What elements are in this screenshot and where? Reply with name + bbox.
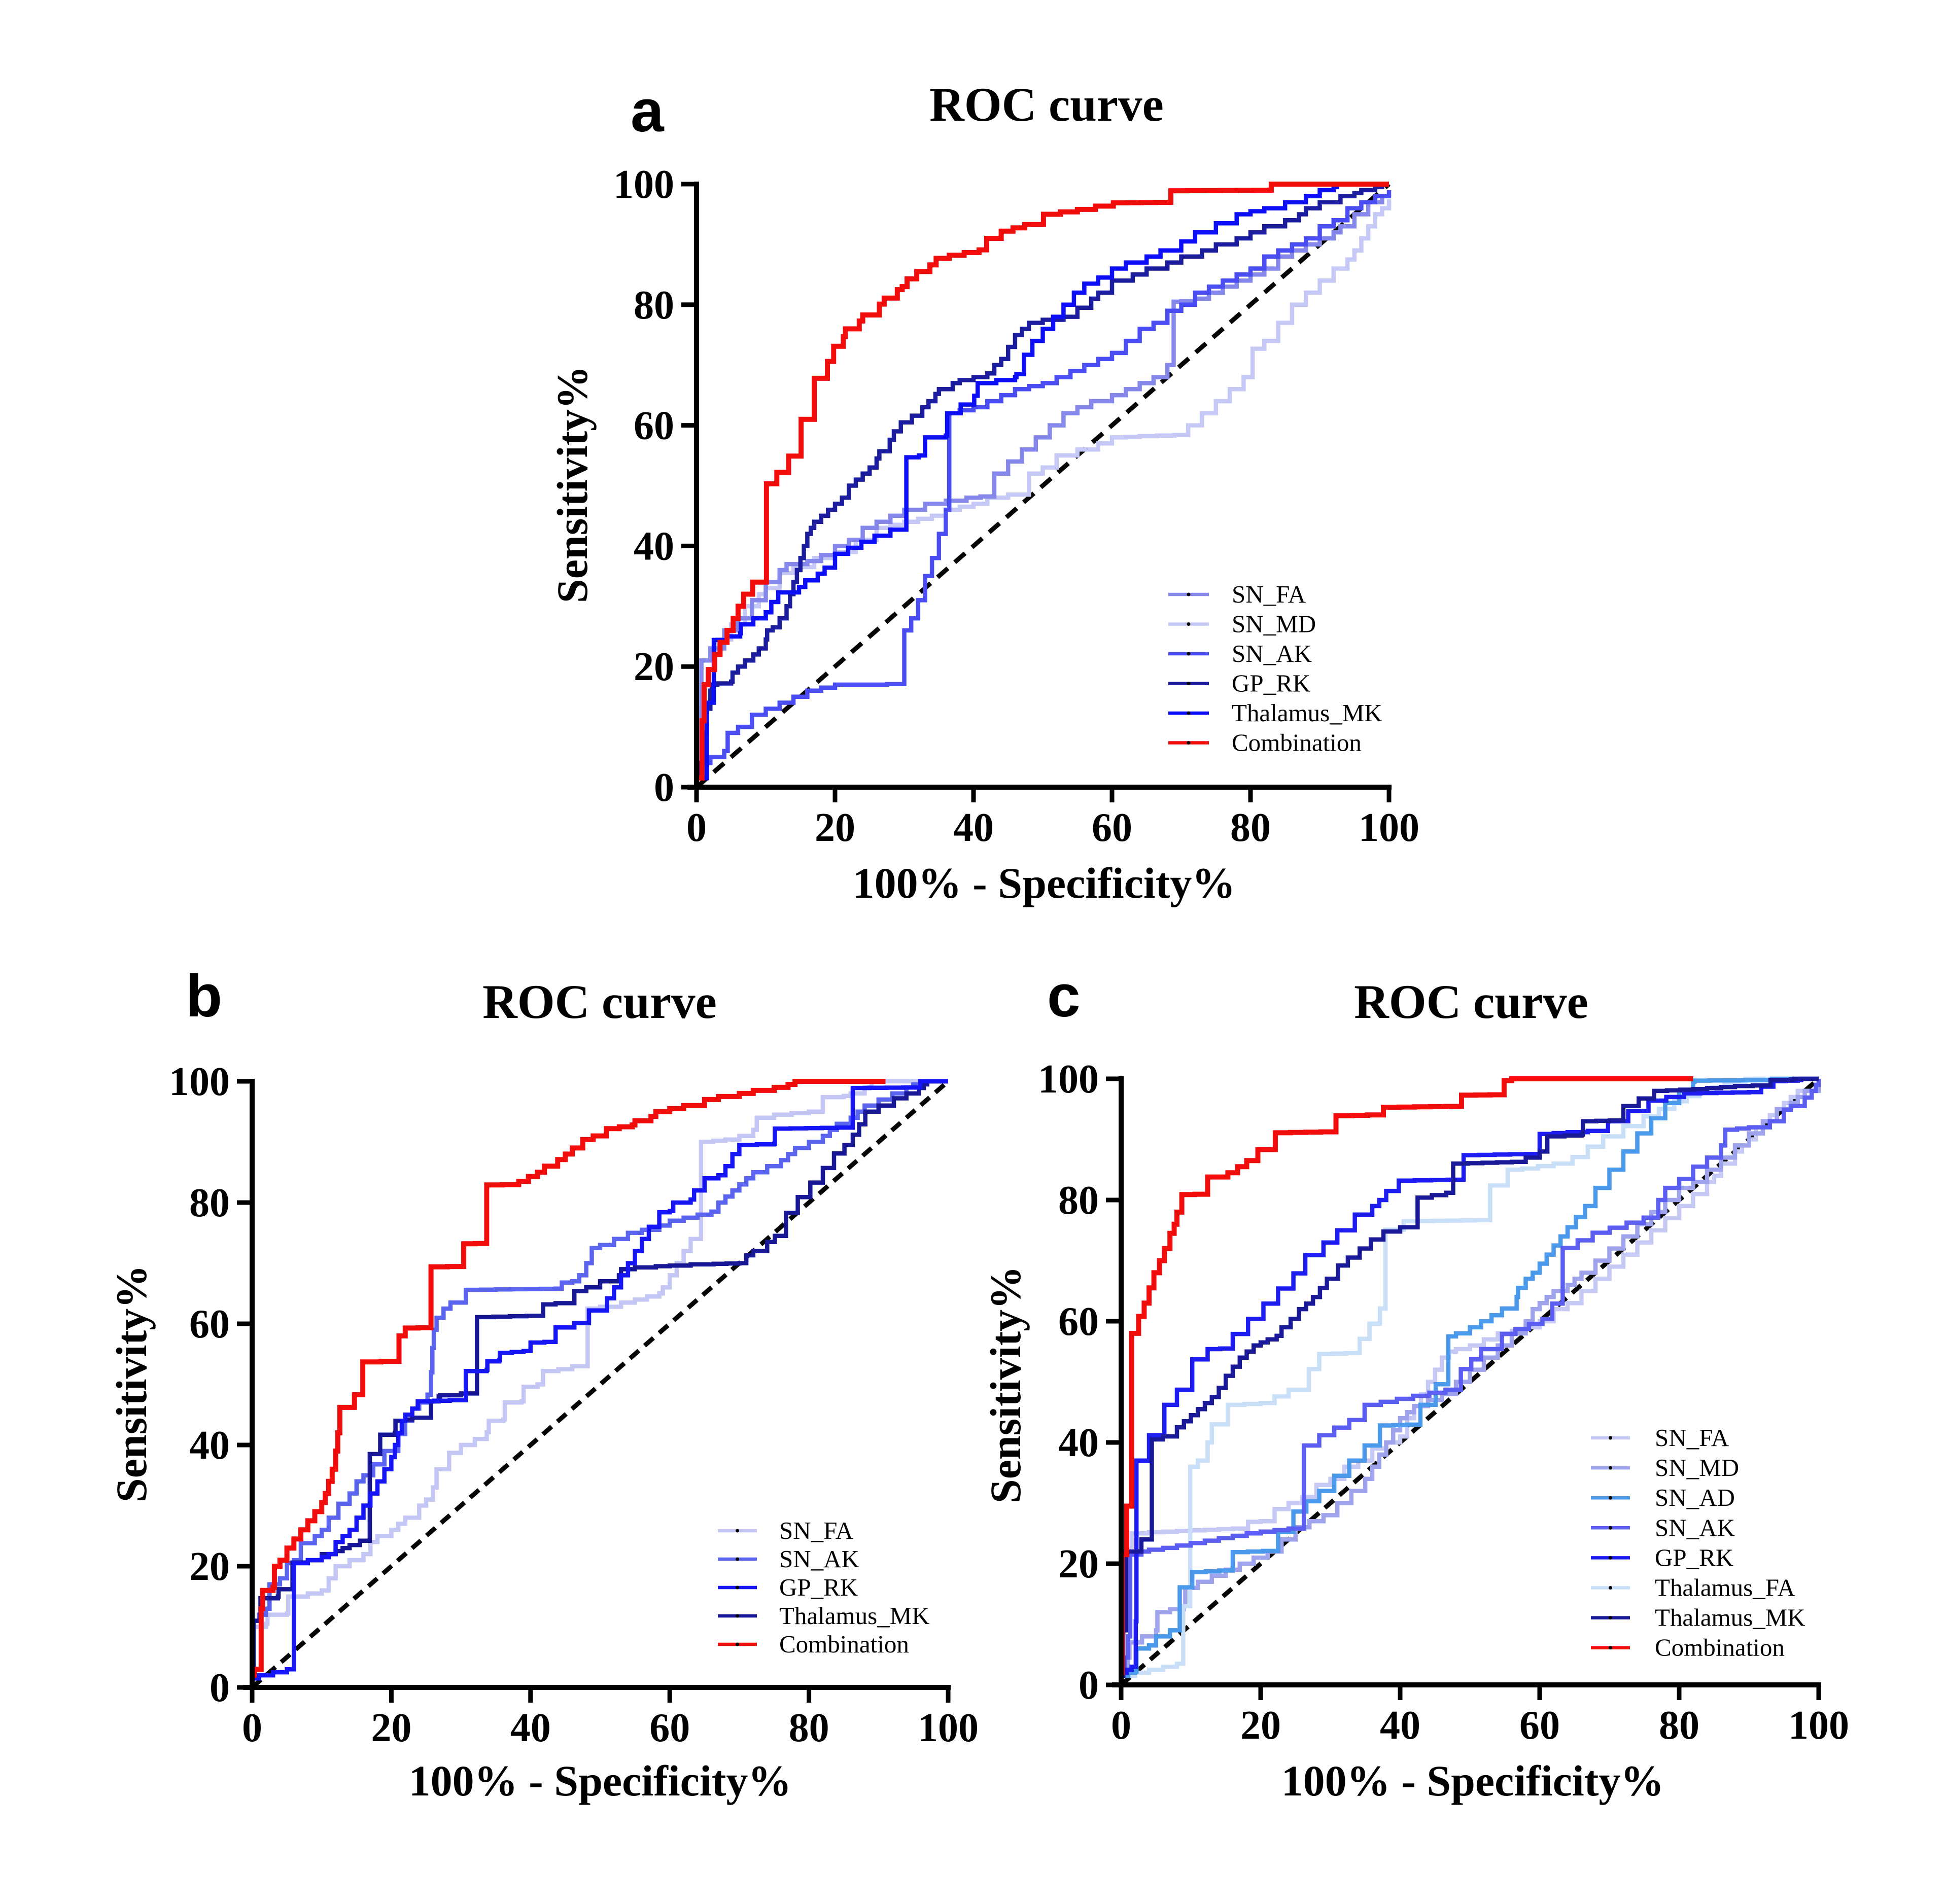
svg-text:GP_RK: GP_RK bbox=[1232, 669, 1310, 697]
svg-text:SN_MD: SN_MD bbox=[1232, 610, 1316, 638]
svg-text:SN_AD: SN_AD bbox=[1655, 1484, 1735, 1511]
svg-text:100% - Specificity%: 100% - Specificity% bbox=[1281, 1756, 1664, 1805]
svg-text:100: 100 bbox=[613, 162, 674, 207]
svg-text:SN_MD: SN_MD bbox=[1655, 1454, 1739, 1482]
svg-text:20: 20 bbox=[815, 805, 855, 850]
svg-text:Thalamus_MK: Thalamus_MK bbox=[1655, 1604, 1805, 1632]
svg-text:100: 100 bbox=[1788, 1703, 1849, 1748]
svg-text:100: 100 bbox=[169, 1060, 230, 1104]
svg-text:60: 60 bbox=[1058, 1299, 1099, 1344]
svg-text:100: 100 bbox=[1038, 1057, 1099, 1102]
svg-text:GP_RK: GP_RK bbox=[1655, 1543, 1733, 1571]
svg-text:Thalamus_FA: Thalamus_FA bbox=[1655, 1574, 1795, 1602]
svg-text:SN_FA: SN_FA bbox=[1655, 1424, 1729, 1452]
svg-text:0: 0 bbox=[242, 1706, 262, 1750]
svg-text:Combination: Combination bbox=[779, 1630, 909, 1658]
svg-text:Sensitivity%: Sensitivity% bbox=[981, 1266, 1030, 1503]
svg-text:60: 60 bbox=[634, 404, 674, 448]
svg-text:a: a bbox=[631, 78, 665, 145]
svg-text:80: 80 bbox=[1058, 1178, 1099, 1223]
svg-text:Thalamus_MK: Thalamus_MK bbox=[779, 1602, 930, 1630]
svg-text:80: 80 bbox=[634, 283, 674, 328]
svg-text:40: 40 bbox=[189, 1423, 230, 1468]
svg-text:0: 0 bbox=[686, 805, 707, 850]
svg-text:SN_FA: SN_FA bbox=[1232, 580, 1306, 608]
svg-text:Combination: Combination bbox=[1232, 729, 1362, 757]
svg-text:80: 80 bbox=[1230, 805, 1271, 850]
svg-text:40: 40 bbox=[634, 524, 674, 569]
svg-text:60: 60 bbox=[649, 1706, 690, 1750]
svg-text:40: 40 bbox=[1380, 1703, 1420, 1748]
svg-text:40: 40 bbox=[953, 805, 994, 850]
svg-text:b: b bbox=[186, 963, 222, 1030]
svg-text:c: c bbox=[1047, 963, 1081, 1030]
svg-text:40: 40 bbox=[1058, 1421, 1099, 1465]
svg-text:20: 20 bbox=[1058, 1542, 1099, 1586]
svg-text:100% - Specificity%: 100% - Specificity% bbox=[853, 859, 1236, 907]
svg-text:40: 40 bbox=[510, 1706, 551, 1750]
svg-text:ROC curve: ROC curve bbox=[929, 78, 1164, 131]
svg-text:60: 60 bbox=[1519, 1703, 1560, 1748]
svg-text:GP_RK: GP_RK bbox=[779, 1573, 858, 1601]
svg-text:100: 100 bbox=[918, 1706, 979, 1750]
svg-text:SN_AK: SN_AK bbox=[1232, 640, 1312, 667]
svg-text:Combination: Combination bbox=[1655, 1634, 1785, 1662]
svg-text:0: 0 bbox=[210, 1666, 230, 1710]
svg-text:Sensitivity%: Sensitivity% bbox=[107, 1265, 156, 1502]
svg-text:0: 0 bbox=[654, 765, 674, 810]
svg-text:60: 60 bbox=[1092, 805, 1132, 850]
svg-text:0: 0 bbox=[1079, 1663, 1099, 1708]
svg-text:SN_FA: SN_FA bbox=[779, 1517, 854, 1544]
svg-text:0: 0 bbox=[1111, 1703, 1131, 1748]
svg-text:ROC curve: ROC curve bbox=[482, 975, 717, 1029]
svg-text:60: 60 bbox=[189, 1302, 230, 1347]
svg-text:20: 20 bbox=[634, 645, 674, 689]
svg-text:80: 80 bbox=[789, 1706, 829, 1750]
svg-text:80: 80 bbox=[1659, 1703, 1699, 1748]
svg-text:SN_AK: SN_AK bbox=[779, 1545, 859, 1573]
svg-text:100% - Specificity%: 100% - Specificity% bbox=[409, 1756, 792, 1805]
svg-text:ROC curve: ROC curve bbox=[1354, 975, 1588, 1029]
svg-text:80: 80 bbox=[189, 1181, 230, 1225]
svg-text:100: 100 bbox=[1359, 805, 1419, 850]
svg-text:Sensitivity%: Sensitivity% bbox=[548, 366, 597, 603]
svg-text:SN_AK: SN_AK bbox=[1655, 1513, 1735, 1541]
svg-text:Thalamus_MK: Thalamus_MK bbox=[1232, 699, 1382, 727]
svg-text:20: 20 bbox=[189, 1544, 230, 1589]
svg-text:20: 20 bbox=[1240, 1703, 1281, 1748]
svg-text:20: 20 bbox=[371, 1706, 411, 1750]
